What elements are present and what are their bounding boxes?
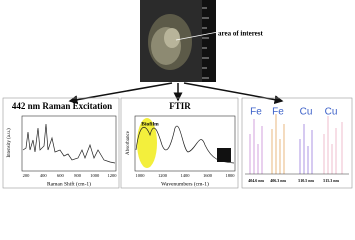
wavelength-label: 406.3 nm (270, 178, 286, 183)
emission-panel (241, 97, 353, 189)
x-tick-label: 1000 (90, 173, 100, 178)
element-label: Fe (272, 107, 284, 118)
raman-x-label: Raman Shift (cm-1) (47, 180, 91, 187)
highlight (137, 118, 157, 168)
ftir-spectrum (135, 125, 235, 164)
arrows (68, 82, 284, 105)
x-tick-label: 1200 (108, 173, 118, 178)
ftir-axes (134, 115, 236, 172)
raman-axes (21, 115, 117, 172)
photo-label: area of interest (218, 30, 264, 38)
x-tick-label: 800 (74, 173, 82, 178)
wavelength-label: 515.3 nm (323, 178, 339, 183)
ftir-annotation: Biofilm (141, 121, 159, 127)
emission-lines (249, 114, 343, 174)
inset (217, 148, 231, 162)
raman-panel (2, 97, 120, 189)
ftir-x-label: Wavenumbers (cm-1) (161, 180, 209, 187)
x-tick-label: 1200 (158, 173, 168, 178)
ftir-panel (120, 97, 239, 189)
element-label: Cu (325, 107, 338, 118)
x-tick-label: 1400 (181, 173, 191, 178)
wavelength-label: 404.6 nm (248, 178, 264, 183)
figure: area of interest 442 nm Raman Excitation… (2, 0, 353, 189)
photo (140, 0, 219, 82)
element-label: Cu (300, 107, 313, 118)
ftir-title: FTIR (169, 101, 191, 111)
raman-spectrum (22, 123, 116, 164)
x-tick-label: 200 (23, 173, 31, 178)
ftir-y-label: Absorbance (126, 130, 131, 155)
raman-title: 442 nm Raman Excitation (12, 101, 112, 111)
raman-y-label: Intensity (a.u.) (7, 128, 12, 158)
x-tick-label: 600 (57, 173, 65, 178)
element-label: Fe (250, 107, 262, 118)
x-tick-label: 1000 (136, 173, 146, 178)
wavelength-label: 510.5 nm (298, 178, 314, 183)
x-tick-label: 1600 (203, 173, 213, 178)
x-tick-label: 1800 (226, 173, 236, 178)
x-tick-label: 400 (40, 173, 48, 178)
